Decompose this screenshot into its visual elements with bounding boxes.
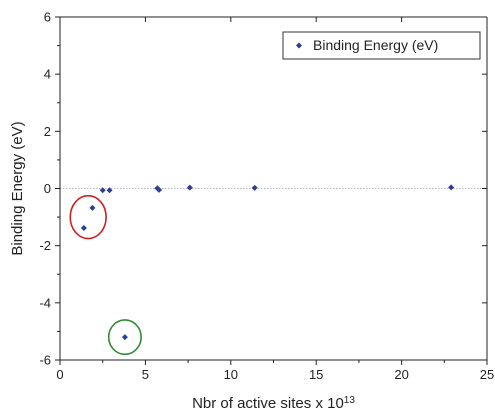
x-tick-label: 5	[142, 367, 149, 382]
data-point-2	[99, 187, 106, 194]
y-tick-label: -6	[39, 353, 51, 368]
x-tick-label: 0	[56, 367, 63, 382]
x-axis-title-exponent: 13	[344, 395, 356, 406]
data-point-1	[89, 204, 96, 211]
y-axis-title: Binding Energy (eV)	[9, 121, 26, 255]
y-tick-label: 0	[44, 181, 51, 196]
x-tick-label: 20	[394, 367, 408, 382]
y-tick-label: 4	[44, 67, 51, 82]
legend-marker-diamond-icon	[296, 42, 302, 49]
data-point-3	[106, 187, 113, 194]
data-point-8	[448, 184, 455, 191]
data-point-6	[186, 184, 193, 191]
data-point-7	[251, 184, 258, 191]
data-point-5	[156, 186, 163, 193]
legend-entry-label: Binding Energy (eV)	[313, 37, 438, 53]
annotation-ellipses	[69, 194, 142, 356]
y-axis-ticks: -6 -4 -2 0 2 4 6	[39, 10, 487, 368]
y-tick-label: -4	[39, 295, 51, 310]
y-tick-label: -2	[39, 238, 51, 253]
annotation-point-0	[121, 334, 128, 341]
x-axis-title-main: Nbr of active sites x 10	[192, 395, 344, 412]
y-tick-label: 2	[44, 124, 51, 139]
data-points	[80, 184, 455, 341]
legend: Binding Energy (eV)	[282, 31, 481, 60]
annotation-ellipse-0	[69, 194, 107, 240]
annotation-ellipse-1	[107, 319, 142, 356]
data-point-0	[80, 224, 87, 231]
legend-box	[282, 31, 481, 60]
x-tick-label: 25	[480, 367, 494, 382]
x-tick-label: 10	[224, 367, 238, 382]
y-tick-label: 6	[44, 10, 51, 25]
x-tick-label: 15	[309, 367, 323, 382]
x-axis-ticks: 0 5 10 15 20 25	[56, 17, 494, 382]
x-axis-title: Nbr of active sites x 1013	[192, 395, 355, 413]
